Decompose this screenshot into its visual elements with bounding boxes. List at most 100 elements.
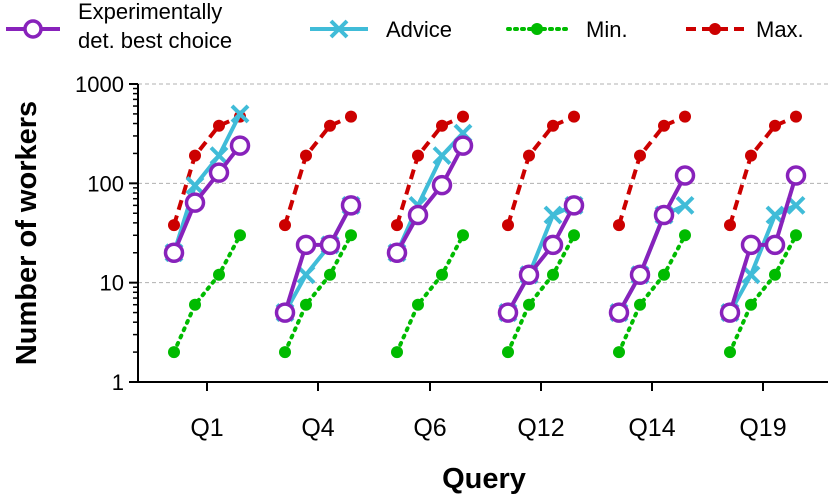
point-max-Q1-3 — [213, 119, 225, 132]
point-experimentally-det-best-choice-Q19-3 — [764, 234, 786, 256]
x-tick-label-Q4: Q4 — [301, 414, 334, 442]
point-experimentally-det-best-choice-Q12-3 — [542, 234, 564, 256]
legend-item-min: Min. — [506, 17, 628, 42]
point-max-Q4-4 — [345, 110, 357, 123]
point-advice-Q19-2 — [741, 265, 761, 285]
point-advice-Q1-4 — [230, 104, 250, 124]
line-experimentally-det-best-choice-Q19 — [728, 174, 798, 314]
point-min-Q12-1 — [502, 346, 514, 359]
x-tick-label-Q19: Q19 — [739, 414, 786, 442]
point-experimentally-det-best-choice-Q1-1 — [163, 242, 185, 264]
line-experimentally-det-best-choice-Q6 — [395, 144, 465, 254]
line-max-Q14 — [617, 114, 686, 226]
point-max-Q6-3 — [436, 119, 448, 132]
line-min-Q14 — [617, 233, 687, 355]
point-min-Q12-2 — [523, 298, 535, 311]
point-advice-Q1-2 — [185, 176, 205, 195]
legend-marker-min — [531, 23, 543, 35]
legend-label-best-choice-line2: det. best choice — [78, 28, 232, 53]
point-min-Q12-4 — [568, 229, 580, 242]
point-max-Q4-2 — [300, 149, 312, 162]
point-min-Q14-1 — [613, 346, 625, 359]
line-experimentally-det-best-choice-Q1 — [172, 144, 242, 254]
point-advice-Q19-3 — [765, 205, 785, 225]
point-experimentally-det-best-choice-Q4-2 — [295, 234, 317, 256]
line-advice-Q1 — [172, 113, 242, 254]
point-experimentally-det-best-choice-Q1-4 — [229, 135, 251, 156]
point-experimentally-det-best-choice-Q19-4 — [785, 165, 807, 186]
point-max-Q12-3 — [547, 119, 559, 132]
y-tick-label-100: 100 — [87, 171, 124, 196]
line-max-Q1 — [172, 114, 241, 226]
point-experimentally-det-best-choice-Q1-3 — [208, 162, 230, 183]
line-experimentally-det-best-choice-Q14 — [617, 174, 687, 314]
axes: 1 10 100 1000 Q1 Q4 Q6 Q12 Q14 Q19 — [75, 72, 828, 442]
line-min-Q4 — [283, 233, 353, 355]
point-max-Q19-4 — [790, 110, 802, 123]
point-experimentally-det-best-choice-Q14-4 — [674, 165, 696, 186]
point-advice-Q14-4 — [675, 195, 695, 215]
point-advice-Q12-3 — [543, 205, 563, 225]
legend-label-advice: Advice — [386, 17, 452, 42]
y-tick-label-1000: 1000 — [75, 72, 124, 97]
x-axis-title: Query — [442, 463, 526, 495]
point-max-Q14-1 — [613, 219, 625, 232]
point-max-Q12-2 — [523, 149, 535, 162]
point-max-Q6-2 — [412, 149, 424, 162]
point-experimentally-det-best-choice-Q4-1 — [274, 302, 296, 323]
point-max-Q1-1 — [168, 219, 180, 232]
point-max-Q14-2 — [634, 149, 646, 162]
point-advice-Q4-2 — [296, 265, 316, 285]
point-min-Q14-4 — [679, 229, 691, 242]
gridlines — [138, 83, 828, 284]
point-min-Q19-2 — [745, 298, 757, 311]
x-tick-label-Q1: Q1 — [190, 414, 223, 442]
legend-label-max: Max. — [756, 17, 804, 42]
point-experimentally-det-best-choice-Q12-2 — [518, 264, 540, 286]
legend-marker-max — [709, 23, 721, 35]
point-min-Q6-2 — [412, 298, 424, 311]
point-experimentally-det-best-choice-Q1-2 — [184, 192, 206, 213]
point-min-Q1-4 — [234, 229, 246, 242]
line-experimentally-det-best-choice-Q12 — [506, 204, 576, 314]
point-min-Q1-3 — [213, 268, 225, 281]
line-max-Q4 — [283, 114, 352, 226]
point-min-Q6-3 — [436, 268, 448, 281]
point-experimentally-det-best-choice-Q6-1 — [386, 242, 408, 264]
line-max-Q6 — [395, 114, 464, 226]
point-advice-Q1-3 — [209, 146, 229, 166]
legend-item-best-choice: Experimentally det. best choice — [6, 0, 232, 53]
legend-marker-best-choice — [23, 19, 43, 39]
legend-label-best-choice-line1: Experimentally — [78, 0, 222, 24]
point-experimentally-det-best-choice-Q6-2 — [407, 204, 429, 226]
point-max-Q4-1 — [279, 219, 291, 232]
point-min-Q6-1 — [391, 346, 403, 359]
line-max-Q12 — [506, 114, 575, 226]
point-min-Q1-1 — [168, 346, 180, 359]
line-max-Q19 — [728, 114, 797, 226]
point-advice-Q6-3 — [432, 146, 452, 166]
point-max-Q19-2 — [745, 149, 757, 162]
point-experimentally-det-best-choice-Q19-1 — [719, 302, 741, 323]
point-min-Q19-4 — [790, 229, 802, 242]
point-max-Q12-1 — [502, 219, 514, 232]
point-experimentally-det-best-choice-Q4-3 — [319, 234, 341, 256]
line-min-Q1 — [172, 233, 242, 355]
line-min-Q6 — [395, 233, 465, 355]
point-min-Q4-3 — [324, 268, 336, 281]
legend-marker-advice — [329, 19, 349, 39]
point-min-Q6-4 — [457, 229, 469, 242]
x-tick-label-Q14: Q14 — [628, 414, 675, 442]
point-max-Q6-1 — [391, 219, 403, 232]
y-tick-label-10: 10 — [100, 271, 124, 296]
series-experimentally-det-best-choice — [163, 135, 807, 323]
point-max-Q6-4 — [457, 110, 469, 123]
point-max-Q4-3 — [324, 119, 336, 132]
point-min-Q14-3 — [658, 268, 670, 281]
point-experimentally-det-best-choice-Q6-3 — [431, 174, 453, 196]
line-advice-Q19 — [728, 203, 797, 314]
point-max-Q19-1 — [724, 219, 736, 232]
x-tick-label-Q6: Q6 — [413, 414, 446, 442]
point-experimentally-det-best-choice-Q12-1 — [497, 302, 519, 323]
